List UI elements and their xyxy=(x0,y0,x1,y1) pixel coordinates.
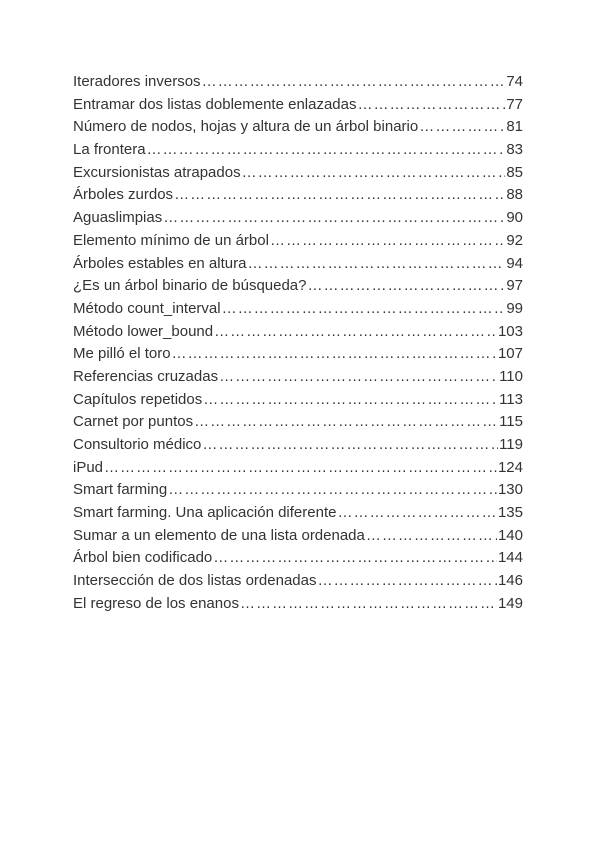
toc-entry: Número de nodos, hojas y altura de un ár… xyxy=(73,116,523,139)
toc-entry: Árbol bien codificado 144 xyxy=(73,547,523,570)
dot-leader xyxy=(270,230,505,253)
page-number: 146 xyxy=(497,572,523,590)
toc-entry: Método lower_bound 103 xyxy=(73,321,523,344)
entry-title: Me pilló el toro xyxy=(73,345,171,363)
page-number: 94 xyxy=(506,254,523,272)
page-number: 97 xyxy=(506,277,523,295)
page-number: 110 xyxy=(499,367,523,385)
toc-entry: Aguaslimpias 90 xyxy=(73,207,523,230)
toc-entry: Iteradores inversos 74 xyxy=(73,71,523,94)
toc-entry: Elemento mínimo de un árbol 92 xyxy=(73,230,523,253)
page-number: 119 xyxy=(499,436,523,453)
entry-title: Árbol bien codificado xyxy=(73,549,213,567)
entry-title: Consultorio médico xyxy=(73,436,202,453)
dot-leader xyxy=(194,411,498,434)
dot-leader xyxy=(337,502,497,525)
page-number: 103 xyxy=(497,322,523,340)
entry-title: Aguaslimpias xyxy=(73,209,163,227)
entry-title: Referencias cruzadas xyxy=(73,367,219,385)
entry-title: Árboles estables en altura xyxy=(73,254,247,272)
toc-entry: Capítulos repetidos 113 xyxy=(73,389,523,412)
dot-leader xyxy=(358,94,506,117)
toc-entry: ¿Es un árbol binario de búsqueda? 97 xyxy=(73,275,523,298)
toc-entry: iPud 124 xyxy=(73,457,523,480)
page-number: 135 xyxy=(497,504,523,522)
dot-leader xyxy=(419,116,505,139)
entry-title: Smart farming xyxy=(73,481,168,499)
toc-entry: Árboles estables en altura 94 xyxy=(73,253,523,276)
toc-entry: Me pilló el toro 107 xyxy=(73,343,523,366)
toc-entry: Smart farming. Una aplicación diferente 1… xyxy=(73,502,523,525)
dot-leader xyxy=(308,275,506,298)
dot-leader xyxy=(247,253,505,276)
dot-leader xyxy=(147,139,506,162)
entry-title: iPud xyxy=(73,458,104,476)
toc-entry: Consultorio médico 119 xyxy=(73,434,523,457)
entry-title: ¿Es un árbol binario de búsqueda? xyxy=(73,277,307,295)
entry-title: Método count_interval xyxy=(73,299,221,317)
entry-title: Árboles zurdos xyxy=(73,186,174,204)
page-number: 113 xyxy=(499,390,523,408)
dot-leader xyxy=(219,366,498,389)
entry-title: Carnet por puntos xyxy=(73,413,194,431)
page-number: 92 xyxy=(506,231,523,249)
page-number: 74 xyxy=(506,73,523,90)
toc-entry: Referencias cruzadas 110 xyxy=(73,366,523,389)
page-number: 85 xyxy=(506,163,523,181)
page-number: 99 xyxy=(506,299,523,317)
table-of-contents: Iteradores inversos 74 Entramar dos listas… xyxy=(73,71,523,616)
toc-entry: Entramar dos listas doblemente enlazadas… xyxy=(73,94,523,117)
entry-title: Método lower_bound xyxy=(73,322,214,340)
toc-entry: Excursionistas atrapados 85 xyxy=(73,162,523,185)
dot-leader xyxy=(174,184,505,207)
dot-leader xyxy=(163,207,505,230)
dot-leader xyxy=(203,389,498,412)
page-number: 144 xyxy=(497,549,523,567)
toc-entry: La frontera 83 xyxy=(73,139,523,162)
entry-title: El regreso de los enanos xyxy=(73,594,239,612)
page-number: 77 xyxy=(506,95,523,113)
entry-title: Número de nodos, hojas y altura de un ár… xyxy=(73,118,419,136)
entry-title: Smart farming. Una aplicación diferente xyxy=(73,504,337,522)
page-number: 130 xyxy=(497,481,523,499)
toc-entry: Método count_interval 99 xyxy=(73,298,523,321)
entry-title: Intersección de dos listas ordenadas xyxy=(73,572,317,590)
entry-title: Capítulos repetidos xyxy=(73,390,203,408)
toc-entry: Intersección de dos listas ordenadas 146 xyxy=(73,570,523,593)
page-number: 140 xyxy=(497,526,523,544)
page-number: 149 xyxy=(497,594,523,612)
dot-leader xyxy=(104,457,497,480)
page-number: 83 xyxy=(506,141,523,159)
page-number: 107 xyxy=(497,345,523,363)
page-number: 124 xyxy=(497,458,523,476)
dot-leader xyxy=(214,321,497,344)
entry-title: Excursionistas atrapados xyxy=(73,163,241,181)
entry-title: Elemento mínimo de un árbol xyxy=(73,231,269,249)
dot-leader xyxy=(172,343,497,366)
entry-title: Sumar a un elemento de una lista ordenad… xyxy=(73,526,365,544)
entry-title: Iteradores inversos xyxy=(73,73,201,90)
dot-leader xyxy=(202,71,506,94)
page-number: 90 xyxy=(506,209,523,227)
dot-leader xyxy=(213,547,497,570)
toc-entry: El regreso de los enanos 149 xyxy=(73,593,523,616)
dot-leader xyxy=(366,525,497,548)
page-number: 81 xyxy=(506,118,523,136)
dot-leader xyxy=(168,479,497,502)
dot-leader xyxy=(222,298,506,321)
toc-entry: Carnet por puntos 115 xyxy=(73,411,523,434)
dot-leader xyxy=(317,570,496,593)
toc-entry: Sumar a un elemento de una lista ordenad… xyxy=(73,525,523,548)
dot-leader xyxy=(240,593,497,616)
toc-entry: Árboles zurdos 88 xyxy=(73,184,523,207)
page-number: 88 xyxy=(506,186,523,204)
dot-leader xyxy=(242,162,506,185)
entry-title: Entramar dos listas doblemente enlazadas xyxy=(73,95,357,113)
dot-leader xyxy=(202,434,498,457)
toc-entry: Smart farming 130 xyxy=(73,479,523,502)
entry-title: La frontera xyxy=(73,141,146,159)
page-number: 115 xyxy=(499,413,523,431)
